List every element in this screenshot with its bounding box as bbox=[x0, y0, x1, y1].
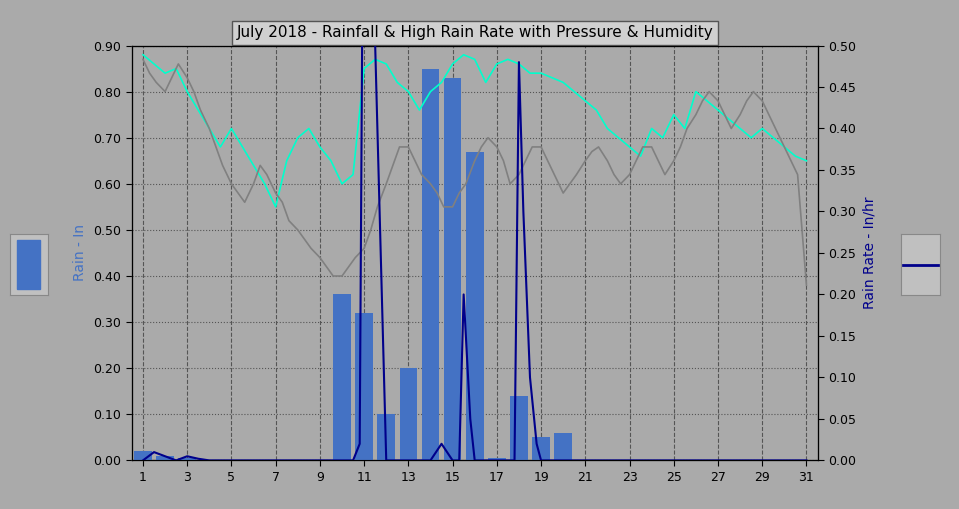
Bar bbox=[355, 313, 373, 461]
Bar bbox=[444, 78, 461, 461]
Bar bbox=[378, 414, 395, 461]
Bar bbox=[134, 451, 152, 461]
Bar bbox=[510, 396, 527, 461]
Y-axis label: Rain - In: Rain - In bbox=[73, 224, 86, 281]
Bar bbox=[554, 433, 572, 461]
Bar bbox=[532, 437, 550, 461]
Bar bbox=[333, 294, 351, 461]
Bar bbox=[178, 458, 196, 461]
Bar bbox=[400, 368, 417, 461]
Bar bbox=[466, 152, 483, 461]
Bar bbox=[17, 240, 40, 289]
Title: July 2018 - Rainfall & High Rain Rate with Pressure & Humidity: July 2018 - Rainfall & High Rain Rate wi… bbox=[236, 25, 713, 40]
Bar bbox=[156, 456, 174, 461]
Bar bbox=[488, 458, 505, 461]
Bar bbox=[422, 69, 439, 461]
Y-axis label: Rain Rate - In/hr: Rain Rate - In/hr bbox=[863, 196, 877, 309]
